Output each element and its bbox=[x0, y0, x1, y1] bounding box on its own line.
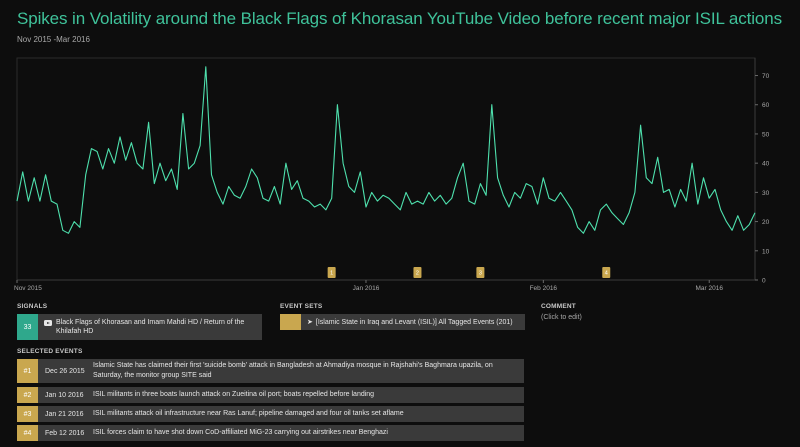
x-tick-label: Mar 2016 bbox=[695, 285, 723, 292]
signals-section-label: SIGNALS bbox=[17, 303, 48, 310]
event-number-badge: #4 bbox=[17, 425, 38, 441]
y-tick-label: 50 bbox=[762, 131, 770, 138]
x-tick-label: Jan 2016 bbox=[353, 285, 380, 292]
event-row[interactable]: #2 Jan 10 2016 ISIL militants in three b… bbox=[17, 387, 524, 403]
event-marker-label: 2 bbox=[416, 271, 419, 277]
event-number-badge: #2 bbox=[17, 387, 38, 403]
y-tick-label: 40 bbox=[762, 161, 770, 168]
pin-icon: ➤ bbox=[307, 319, 313, 326]
event-description: ISIL militants attack oil infrastructure… bbox=[93, 410, 404, 417]
y-tick-label: 70 bbox=[762, 73, 770, 80]
event-set-card[interactable]: ➤ [Islamic State in Iraq and Levant (ISI… bbox=[280, 314, 525, 330]
event-date: Jan 10 2016 bbox=[45, 391, 84, 399]
event-marker-label: 1 bbox=[330, 271, 333, 277]
event-row[interactable]: #1 Dec 26 2015 Islamic State has claimed… bbox=[17, 359, 524, 383]
chart-title: Spikes in Volatility around the Black Fl… bbox=[17, 9, 783, 28]
y-tick-label: 0 bbox=[762, 278, 766, 285]
signal-count-badge: 33 bbox=[17, 314, 38, 340]
selected-events-section-label: SELECTED EVENTS bbox=[17, 348, 83, 355]
y-tick-label: 60 bbox=[762, 102, 770, 109]
y-tick-label: 10 bbox=[762, 248, 770, 255]
event-set-name: [Islamic State in Iraq and Levant (ISIL)… bbox=[315, 318, 513, 326]
event-marker-label: 4 bbox=[605, 271, 608, 277]
event-date: Jan 21 2016 bbox=[45, 410, 84, 418]
event-number-badge: #3 bbox=[17, 406, 38, 422]
event-set-color-swatch bbox=[280, 314, 301, 330]
comment-section-label: COMMENT bbox=[541, 303, 576, 310]
event-row[interactable]: #4 Feb 12 2016 ISIL forces claim to have… bbox=[17, 425, 524, 441]
signal-card[interactable]: 33 Black Flags of Khorasan and Imam Mahd… bbox=[17, 314, 262, 340]
event-number-badge: #1 bbox=[17, 359, 38, 383]
y-tick-label: 20 bbox=[762, 219, 770, 226]
x-tick-label: Nov 2015 bbox=[14, 285, 42, 292]
event-date: Feb 12 2016 bbox=[45, 429, 85, 437]
volatility-series-line[interactable] bbox=[16, 66, 756, 234]
youtube-icon bbox=[44, 320, 52, 326]
event-description: ISIL forces claim to have shot down CoD-… bbox=[93, 429, 388, 436]
chart-date-range: Nov 2015 -Mar 2016 bbox=[17, 35, 90, 44]
y-tick-label: 30 bbox=[762, 190, 770, 197]
x-tick-label: Feb 2016 bbox=[530, 285, 558, 292]
event-marker[interactable] bbox=[327, 267, 336, 278]
event-marker[interactable] bbox=[602, 267, 611, 278]
event-marker[interactable] bbox=[476, 267, 485, 278]
comment-edit-field[interactable]: (Click to edit) bbox=[541, 314, 582, 321]
event-description: Islamic State has claimed their first 's… bbox=[93, 362, 493, 379]
event-marker[interactable] bbox=[413, 267, 422, 278]
event-sets-section-label: EVENT SETS bbox=[280, 303, 323, 310]
event-description: ISIL militants in three boats launch att… bbox=[93, 391, 375, 398]
volatility-line-chart[interactable]: 0 10 20 30 40 50 60 70 Nov 2015 Jan 2016 Feb 2016 M… bbox=[0, 0, 800, 300]
event-marker-label: 3 bbox=[479, 271, 482, 277]
signal-name: Black Flags of Khorasan and Imam Mahdi H… bbox=[56, 319, 245, 335]
event-row[interactable]: #3 Jan 21 2016 ISIL militants attack oil… bbox=[17, 406, 524, 422]
event-date: Dec 26 2015 bbox=[45, 367, 85, 375]
plot-frame bbox=[16, 57, 756, 281]
